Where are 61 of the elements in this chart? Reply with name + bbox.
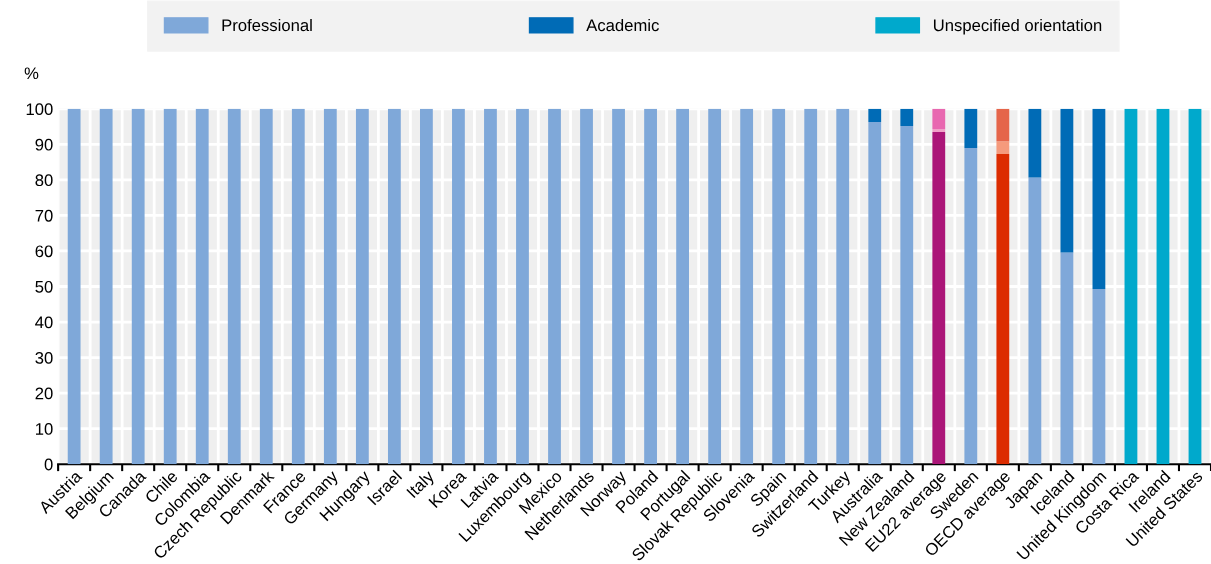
- bar: [836, 108, 850, 465]
- bar: [996, 141, 1010, 154]
- y-tick-label: 50: [35, 280, 53, 293]
- bar: [131, 108, 145, 465]
- bar: [804, 108, 818, 465]
- y-tick-label: 40: [35, 316, 53, 329]
- legend-label: Academic: [586, 18, 659, 32]
- bar: [612, 108, 625, 465]
- bar: [708, 108, 722, 465]
- bar: [420, 108, 433, 465]
- bar: [163, 108, 177, 465]
- bar: [259, 108, 273, 465]
- bar: [964, 108, 978, 148]
- bar: [516, 108, 529, 465]
- y-tick-label: 70: [35, 209, 53, 222]
- bar: [355, 108, 369, 465]
- y-tick-label: 90: [35, 138, 53, 151]
- bar: [900, 125, 914, 465]
- bar: [1156, 108, 1170, 465]
- bar: [644, 108, 657, 465]
- y-tick-label: 80: [35, 174, 53, 187]
- bar: [227, 108, 241, 465]
- y-tick-label: 100: [26, 103, 53, 116]
- bar: [452, 108, 465, 465]
- bar: [1060, 252, 1074, 465]
- bar: [580, 108, 593, 465]
- bar: [996, 108, 1010, 142]
- bar: [67, 108, 81, 465]
- bar: [932, 129, 946, 132]
- bar: [1092, 108, 1106, 289]
- bar: [323, 108, 337, 465]
- bar: [868, 108, 882, 122]
- bar: [932, 131, 946, 465]
- bar: [772, 108, 786, 465]
- bar: [1124, 108, 1138, 465]
- bar: [868, 122, 882, 465]
- bar: [99, 108, 113, 465]
- y-tick-label: 0: [44, 458, 53, 471]
- bar: [1188, 108, 1202, 465]
- bar: [195, 108, 209, 465]
- bar: [548, 108, 561, 465]
- bar: [1060, 108, 1074, 253]
- bar: [996, 153, 1010, 465]
- legend-label: Unspecified orientation: [933, 18, 1102, 35]
- y-tick-label: 20: [35, 387, 53, 400]
- bar: [484, 108, 497, 465]
- bar: [387, 108, 401, 465]
- y-tick-label: 30: [35, 351, 53, 364]
- bar: [291, 108, 305, 465]
- y-tick-label: 60: [35, 245, 53, 258]
- bar: [1028, 108, 1042, 178]
- bar: [900, 108, 914, 126]
- bar: [932, 108, 946, 130]
- y-axis-title: %: [24, 67, 39, 80]
- bar: [1092, 289, 1106, 465]
- bar: [964, 147, 978, 465]
- bar: [676, 108, 690, 465]
- legend-label: Professional: [222, 18, 312, 32]
- y-tick-label: 10: [36, 423, 53, 435]
- bar: [740, 108, 754, 465]
- bar: [1028, 177, 1042, 465]
